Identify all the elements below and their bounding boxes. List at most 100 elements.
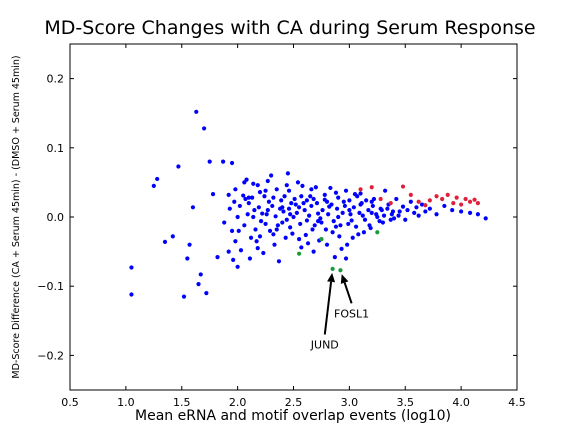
data-point <box>334 206 340 211</box>
data-point <box>355 194 360 199</box>
data-point <box>326 212 331 217</box>
data-point <box>330 230 335 235</box>
x-tick-label: 4.5 <box>508 396 526 409</box>
data-point <box>242 223 247 228</box>
data-point <box>324 242 330 247</box>
data-point <box>374 212 379 217</box>
data-point <box>264 212 269 217</box>
data-point <box>294 210 299 215</box>
data-point <box>271 232 276 237</box>
data-point <box>350 235 355 240</box>
data-point <box>314 201 320 206</box>
data-point <box>280 205 285 210</box>
data-point <box>337 234 342 239</box>
data-point <box>284 217 289 222</box>
data-point <box>170 234 175 239</box>
data-point <box>319 237 324 242</box>
chart-title: MD-Score Changes with CA during Serum Re… <box>44 17 535 39</box>
data-point <box>440 196 445 202</box>
data-point <box>265 178 270 184</box>
data-point <box>320 207 325 213</box>
data-point <box>332 255 337 260</box>
data-point <box>155 176 160 182</box>
data-point <box>276 259 282 264</box>
data-point <box>364 198 369 203</box>
data-point <box>403 217 408 222</box>
data-point <box>454 195 459 200</box>
data-points <box>129 109 488 299</box>
data-point <box>256 205 261 210</box>
data-point <box>333 224 339 229</box>
data-point <box>265 207 270 213</box>
data-point <box>310 227 315 232</box>
y-axis: −0.2 −0.1 0.0 0.1 0.2 <box>37 73 517 362</box>
data-point <box>369 210 374 215</box>
data-point <box>246 195 251 200</box>
data-point <box>286 206 292 211</box>
data-point <box>311 249 316 254</box>
data-point <box>185 256 190 261</box>
data-point <box>368 225 373 231</box>
data-point <box>181 294 187 299</box>
data-point <box>296 237 302 242</box>
data-point <box>263 188 268 193</box>
data-point <box>475 201 480 206</box>
y-tick-label: 0.1 <box>47 142 65 155</box>
data-point <box>356 232 361 237</box>
data-point <box>472 197 477 202</box>
data-point <box>176 164 181 169</box>
data-point <box>328 185 333 191</box>
data-point <box>299 194 304 199</box>
data-point <box>467 210 473 215</box>
data-point <box>459 209 464 214</box>
annotation-arrow-shaft <box>323 281 333 335</box>
data-point <box>311 196 316 202</box>
data-point <box>336 214 341 220</box>
data-point <box>246 201 251 206</box>
data-point <box>369 185 374 190</box>
data-point <box>343 188 349 193</box>
data-point <box>322 192 327 197</box>
data-point <box>267 228 273 233</box>
data-point <box>414 205 419 210</box>
data-point <box>245 212 250 217</box>
data-point <box>319 220 324 225</box>
data-point <box>434 212 439 217</box>
data-point <box>359 201 364 206</box>
data-point <box>257 189 263 195</box>
data-point <box>408 199 413 204</box>
data-point <box>227 206 232 211</box>
data-point <box>296 251 302 256</box>
data-point <box>238 248 244 253</box>
data-point <box>274 187 279 192</box>
data-point <box>338 268 343 273</box>
data-point <box>340 210 345 215</box>
data-point <box>274 227 279 232</box>
data-point <box>366 207 371 213</box>
data-point <box>229 228 235 233</box>
data-point <box>342 203 347 209</box>
data-point <box>204 291 209 296</box>
data-point <box>442 203 447 209</box>
data-point <box>313 185 318 190</box>
data-point <box>451 201 456 206</box>
y-axis-label: MD-Score Difference (CA + Serum 45min) -… <box>11 55 22 378</box>
data-point <box>303 232 308 238</box>
data-point <box>196 282 201 287</box>
data-point <box>338 223 343 228</box>
data-point <box>396 213 401 218</box>
data-point <box>288 225 293 230</box>
data-point <box>361 230 366 235</box>
data-point <box>370 203 375 209</box>
data-point <box>377 219 382 224</box>
data-point <box>369 199 374 204</box>
data-point <box>467 199 473 204</box>
data-point <box>229 160 235 166</box>
data-point <box>235 214 240 220</box>
x-tick-label: 2.5 <box>285 396 303 409</box>
data-point <box>255 183 260 188</box>
data-point <box>427 198 432 203</box>
data-point <box>255 246 260 251</box>
data-point <box>390 209 396 214</box>
x-tick-label: 1.0 <box>117 396 135 409</box>
